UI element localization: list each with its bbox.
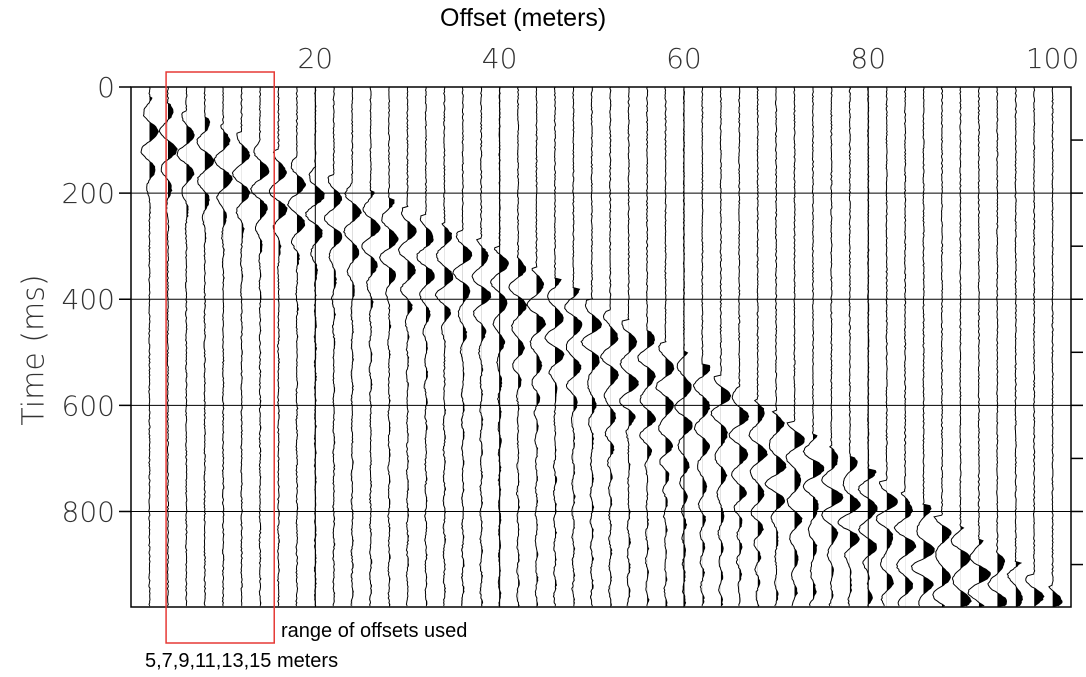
trace-fill: [1034, 88, 1044, 607]
trace-line: [802, 86, 825, 607]
trace-line: [710, 86, 732, 607]
trace-fill: [628, 87, 639, 598]
trace-line: [323, 86, 343, 606]
trace-fill: [776, 87, 786, 607]
y-tick-label: 200: [62, 177, 115, 210]
trace-line: [434, 87, 454, 607]
trace-fill: [518, 87, 527, 607]
trace-fill: [960, 91, 972, 607]
trace-fill: [591, 87, 602, 607]
trace-line: [637, 86, 657, 607]
trace-line: [950, 86, 972, 607]
trace-line: [231, 86, 251, 606]
x-tick-label: 40: [482, 42, 518, 75]
trace-fill: [923, 87, 935, 595]
trace-fill: [296, 87, 306, 607]
trace-line: [910, 86, 935, 607]
trace-fill: [315, 87, 325, 607]
trace-fill: [223, 87, 233, 607]
seismic-traces: [140, 86, 1063, 607]
y-tick-label: 0: [97, 71, 115, 104]
trace-line: [508, 86, 528, 607]
trace-line: [785, 86, 805, 607]
trace-fill: [757, 87, 768, 607]
trace-line: [932, 86, 952, 607]
plot-frame: [130, 86, 1072, 608]
trace-fill: [849, 87, 861, 595]
trace-line: [987, 86, 1008, 607]
trace-line: [857, 86, 878, 607]
trace-line: [158, 86, 178, 607]
trace-fill: [665, 89, 674, 607]
trace-line: [268, 86, 288, 607]
trace-line: [600, 86, 619, 606]
x-tick-label: 100: [1026, 42, 1079, 75]
trace-line: [397, 86, 417, 607]
trace-line: [764, 86, 787, 607]
trace-fill: [278, 87, 287, 607]
trace-line: [564, 86, 583, 606]
trace-line: [196, 86, 215, 607]
trace-line: [1025, 86, 1045, 607]
offset-range-highlight: [165, 71, 275, 644]
trace-line: [526, 86, 547, 606]
trace-line: [580, 86, 603, 607]
grid-lines: [131, 87, 1071, 607]
y-axis-title: Time (ms): [16, 274, 52, 426]
trace-fill: [886, 87, 898, 607]
x-tick-label: 20: [297, 42, 333, 75]
trace-fill: [1052, 87, 1062, 607]
trace-line: [343, 86, 362, 606]
y-tick-label: 800: [62, 495, 115, 528]
trace-line: [728, 86, 750, 606]
trace-line: [967, 86, 991, 607]
trace-line: [416, 86, 435, 607]
trace-line: [693, 86, 711, 606]
trace-line: [361, 86, 381, 606]
trace-line: [140, 86, 159, 607]
trace-line: [821, 86, 844, 607]
trace-line: [619, 86, 639, 606]
trace-fill: [352, 87, 362, 607]
trace-line: [544, 86, 565, 606]
trace-line: [1006, 86, 1023, 607]
trace-fill: [720, 97, 731, 607]
trace-line: [875, 87, 898, 607]
trace-line: [893, 86, 917, 607]
x-axis-title: Offset (meters): [440, 4, 607, 32]
axes: 0 200 400 600 800 20 40 60 80 100: [62, 42, 1083, 566]
x-tick-label: 60: [666, 42, 702, 75]
trace-fill: [868, 87, 877, 607]
trace-line: [452, 86, 473, 606]
trace-fill: [186, 87, 195, 607]
trace-line: [213, 86, 233, 606]
trace-line: [286, 86, 307, 607]
trace-fill: [149, 87, 159, 607]
trace-line: [837, 86, 861, 606]
offsets-annotation: 5,7,9,11,13,15 meters: [145, 650, 339, 672]
range-annotation: range of offsets used: [281, 620, 468, 642]
trace-fill: [831, 87, 843, 607]
trace-line: [471, 86, 492, 606]
trace-line: [379, 86, 399, 606]
trace-fill: [481, 87, 491, 607]
y-tick-label: 600: [62, 389, 115, 422]
trace-line: [176, 86, 195, 606]
trace-fill: [997, 87, 1007, 607]
x-tick-label: 80: [850, 42, 886, 75]
trace-line: [249, 86, 270, 607]
y-tick-label: 400: [62, 283, 115, 316]
trace-line: [655, 86, 675, 607]
trace-line: [1048, 86, 1063, 607]
trace-line: [748, 86, 768, 607]
trace-fill: [241, 87, 250, 607]
